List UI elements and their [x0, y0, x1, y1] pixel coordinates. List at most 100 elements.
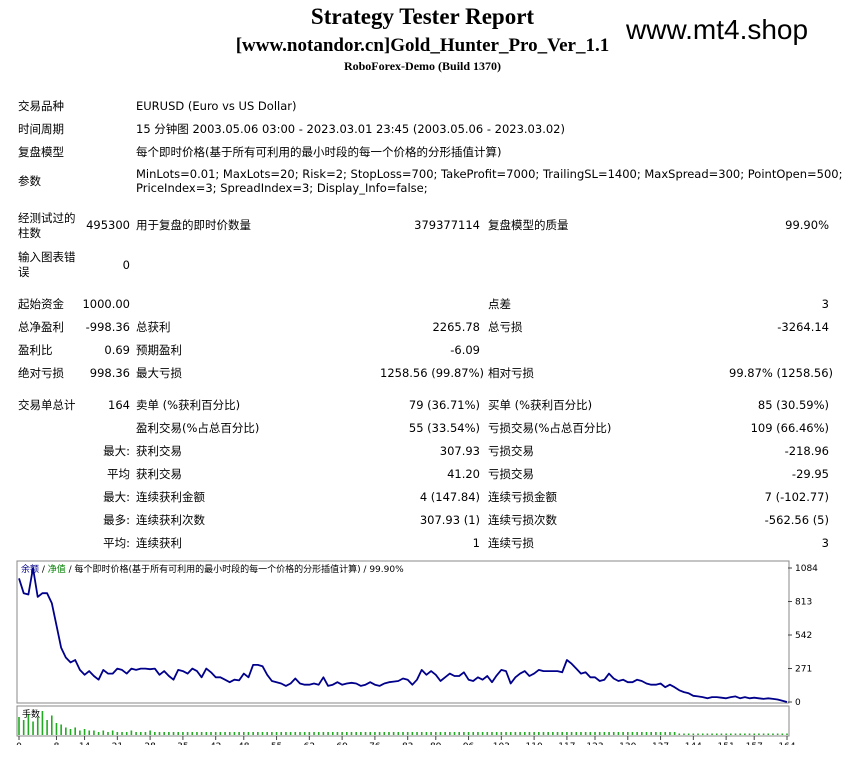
volume-frame [16, 705, 790, 737]
params-value-line1: MinLots=0.01; MaxLots=20; Risk=2; StopLo… [136, 167, 843, 181]
x-tick-label: 69 [336, 742, 348, 745]
period-label: 时间周期 [18, 122, 64, 136]
pf-label: 盈利比 [18, 343, 53, 357]
legend-equity: 净值 [47, 565, 66, 575]
spread-value: 3 [821, 297, 829, 311]
long-label: 买单 (%获利百分比) [488, 398, 593, 412]
errors-label-line2: 误 [18, 265, 30, 279]
long-value: 85 (30.59%) [757, 398, 829, 412]
x-tick-label: 89 [430, 742, 442, 745]
row-prefix: 最大: [103, 490, 130, 504]
row-a-value: 4 (147.84) [419, 490, 480, 504]
x-tick-label: 117 [558, 742, 575, 745]
row-a-label: 连续获利次数 [136, 513, 205, 527]
x-tick-label: 21 [112, 742, 123, 745]
report-title: Strategy Tester Report [310, 4, 535, 29]
row-prefix: 最大: [103, 444, 130, 458]
abs-dd-label: 绝对亏损 [18, 366, 64, 380]
x-tick-label: 103 [493, 742, 510, 745]
x-tick-label: 62 [304, 742, 315, 745]
quality-value: 99.90% [785, 218, 829, 232]
deposit-value: 1000.00 [82, 297, 130, 311]
errors-value: 0 [122, 258, 130, 272]
balance-chart: 1084 813 542 271 0 0 8 14 21 28 35 42 48 55 62 69 76 83 89… [16, 560, 826, 745]
x-tick-label: 157 [746, 742, 763, 745]
row-a-value: 307.93 (1) [419, 513, 480, 527]
x-tick-label: 96 [463, 742, 475, 745]
row-b-value: -218.96 [784, 444, 829, 458]
total-trades-label: 交易单总计 [18, 398, 76, 412]
quality-label: 复盘模型的质量 [488, 218, 569, 232]
row-b-value: 3 [821, 536, 829, 550]
symbol-value: EURUSD (Euro vs US Dollar) [136, 99, 297, 113]
bars-label-line1: 经测试过的 [18, 211, 76, 225]
row-b-label: 连续亏损次数 [488, 513, 557, 527]
row-b-value: 7 (-102.77) [764, 490, 829, 504]
row-a-label: 获利交易 [136, 467, 182, 481]
pf-value: 0.69 [104, 343, 130, 357]
row-b-label: 亏损交易 [488, 444, 534, 458]
x-tick-label: 137 [652, 742, 669, 745]
watermark-text: www.mt4.shop [626, 14, 809, 45]
expected-value: -6.09 [450, 343, 480, 357]
row-a-value: 41.20 [447, 467, 480, 481]
net-value: -998.36 [85, 320, 130, 334]
x-tick-label: 0 [16, 742, 22, 745]
short-label: 卖单 (%获利百分比) [136, 398, 241, 412]
gross-loss-label: 总亏损 [488, 320, 523, 334]
max-dd-value: 1258.56 (99.87%) [380, 366, 485, 380]
x-tick-label: 48 [238, 742, 250, 745]
plot-frame [16, 560, 790, 704]
expected-label: 预期盈利 [136, 343, 182, 357]
bars-value: 495300 [86, 218, 130, 232]
params-value-line2: PriceIndex=3; SpreadIndex=3; Display_Inf… [136, 181, 428, 195]
row-prefix: 平均: [103, 536, 130, 550]
ticks-label: 用于复盘的即时价数量 [136, 218, 251, 232]
legend-separator: / [39, 565, 48, 575]
volume-label: 手数 [22, 710, 41, 720]
deposit-label: 起始资金 [18, 297, 64, 311]
x-tick-label: 14 [79, 742, 91, 745]
x-tick-label: 76 [369, 742, 381, 745]
total-trades-value: 164 [108, 398, 130, 412]
bars-label-line2: 柱数 [18, 226, 41, 240]
y-tick-label: 271 [795, 665, 812, 675]
loss-trades-value: 109 (66.46%) [750, 421, 829, 435]
period-value: 15 分钟图 2003.05.06 03:00 - 2023.03.01 23:… [136, 122, 565, 136]
row-a-value: 1 [472, 536, 480, 550]
report-subtitle: [www.notandor.cn]Gold_Hunter_Pro_Ver_1.1 [235, 35, 610, 56]
x-tick-label: 8 [54, 742, 60, 745]
gross-loss-value: -3264.14 [777, 320, 829, 334]
gross-profit-label: 总获利 [136, 320, 171, 334]
x-tick-label: 110 [526, 742, 543, 745]
ticks-value: 379377114 [414, 218, 480, 232]
report-build: RoboForex-Demo (Build 1370) [343, 59, 502, 73]
chart-legend: 余额 / 净值 / 每个即时价格(基于所有可利用的最小时段的每一个价格的分形插值… [21, 562, 404, 575]
row-a-value: 307.93 [439, 444, 480, 458]
gross-profit-value: 2265.78 [432, 320, 480, 334]
row-b-value: -562.56 (5) [764, 513, 829, 527]
row-b-value: -29.95 [791, 467, 829, 481]
x-tick-label: 151 [718, 742, 735, 745]
x-tick-label: 123 [586, 742, 603, 745]
x-tick-label: 164 [778, 742, 795, 745]
loss-trades-label: 亏损交易(%占总百分比) [488, 421, 612, 435]
balance-chart-svg: 1084 813 542 271 0 0 8 14 21 28 35 42 48 55 62 69 76 83 89… [16, 560, 818, 745]
net-label: 总净盈利 [18, 320, 64, 334]
row-b-label: 亏损交易 [488, 467, 534, 481]
y-tick-label: 542 [795, 631, 812, 641]
y-tick-label: 0 [795, 698, 801, 708]
profit-trades-label: 盈利交易(%占总百分比) [136, 421, 260, 435]
profit-trades-value: 55 (33.54%) [408, 421, 480, 435]
row-a-label: 获利交易 [136, 444, 182, 458]
balance-line [18, 567, 788, 703]
legend-model-text: / 每个即时价格(基于所有可利用的最小时段的每一个价格的分形插值计算) / 99… [65, 565, 404, 575]
x-tick-label: 35 [177, 742, 188, 745]
spread-label: 点差 [488, 297, 511, 311]
x-tick-label: 28 [144, 742, 156, 745]
abs-dd-value: 998.36 [89, 366, 130, 380]
x-tick-label: 144 [685, 742, 702, 745]
x-tick-label: 130 [619, 742, 636, 745]
row-a-label: 连续获利 [136, 536, 182, 550]
row-b-label: 连续亏损 [488, 536, 534, 550]
